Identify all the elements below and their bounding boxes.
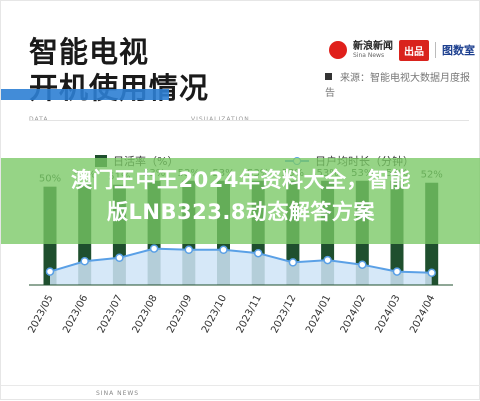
point-2023/06	[80, 257, 89, 266]
title-underline-bar	[1, 89, 169, 100]
point-2023/10	[219, 245, 228, 254]
overlay-line-1: 澳门王中王2024年资料大全，智能	[71, 168, 411, 192]
footer-line	[1, 385, 480, 386]
brand-divider	[435, 42, 436, 58]
title-line-1: 智能电视	[29, 35, 150, 69]
point-2024/01	[323, 255, 332, 265]
sina-logo-icon	[329, 41, 347, 59]
tag-visualization: VISUALIZATION	[191, 116, 250, 123]
brand-right-logo: 图数室	[442, 44, 475, 57]
x-tick-2023/07: 2023/07	[96, 293, 125, 335]
series-line	[49, 247, 432, 274]
point-2023/08	[149, 244, 159, 253]
x-tick-2024/02: 2024/02	[339, 293, 368, 335]
x-tick-2023/05: 2023/05	[26, 293, 55, 335]
overlay-banner	[1, 158, 480, 244]
x-tick-2024/01: 2024/01	[304, 293, 333, 335]
tag-data: DATA	[29, 116, 48, 123]
overlay-text: 澳门王中王2024年资料大全，智能 版LNB323.8动态解答方案	[1, 164, 480, 228]
x-tick-2023/08: 2023/08	[131, 293, 160, 335]
x-tick-2024/04: 2024/04	[408, 293, 437, 335]
brand-name: 新浪新闻	[353, 40, 393, 52]
x-tick-2023/12: 2023/12	[269, 293, 298, 335]
overlay-line-2: 版LNB323.8动态解答方案	[107, 200, 375, 224]
brand-header: 新浪新闻 Sina News 出品 图数室	[329, 39, 475, 61]
point-2023/09	[184, 245, 194, 254]
source-text: 来源：智能电视大数据月度报告	[325, 73, 470, 99]
x-tick-2023/06: 2023/06	[61, 293, 90, 335]
point-2023/11	[253, 248, 263, 258]
point-2023/12	[288, 258, 298, 267]
point-2024/03	[392, 267, 402, 276]
square-bullet-icon	[325, 73, 332, 80]
x-tick-2023/09: 2023/09	[165, 293, 194, 335]
brand-subname: Sina News	[353, 51, 385, 59]
point-2023/07	[115, 253, 124, 263]
point-2024/02	[358, 260, 367, 269]
footer-brand: SINA NEWS	[96, 390, 140, 397]
point-2024/04	[427, 268, 436, 277]
area-fill	[50, 248, 432, 285]
brand-name-block: 新浪新闻 Sina News	[353, 40, 393, 59]
x-tick-2024/03: 2024/03	[373, 293, 402, 335]
source-note: 来源：智能电视大数据月度报告	[325, 71, 475, 101]
point-2023/05	[45, 267, 55, 276]
separator-line	[29, 120, 469, 121]
x-tick-2023/11: 2023/11	[235, 293, 264, 335]
brand-pill: 出品	[399, 39, 429, 61]
x-tick-2023/10: 2023/10	[200, 293, 229, 335]
